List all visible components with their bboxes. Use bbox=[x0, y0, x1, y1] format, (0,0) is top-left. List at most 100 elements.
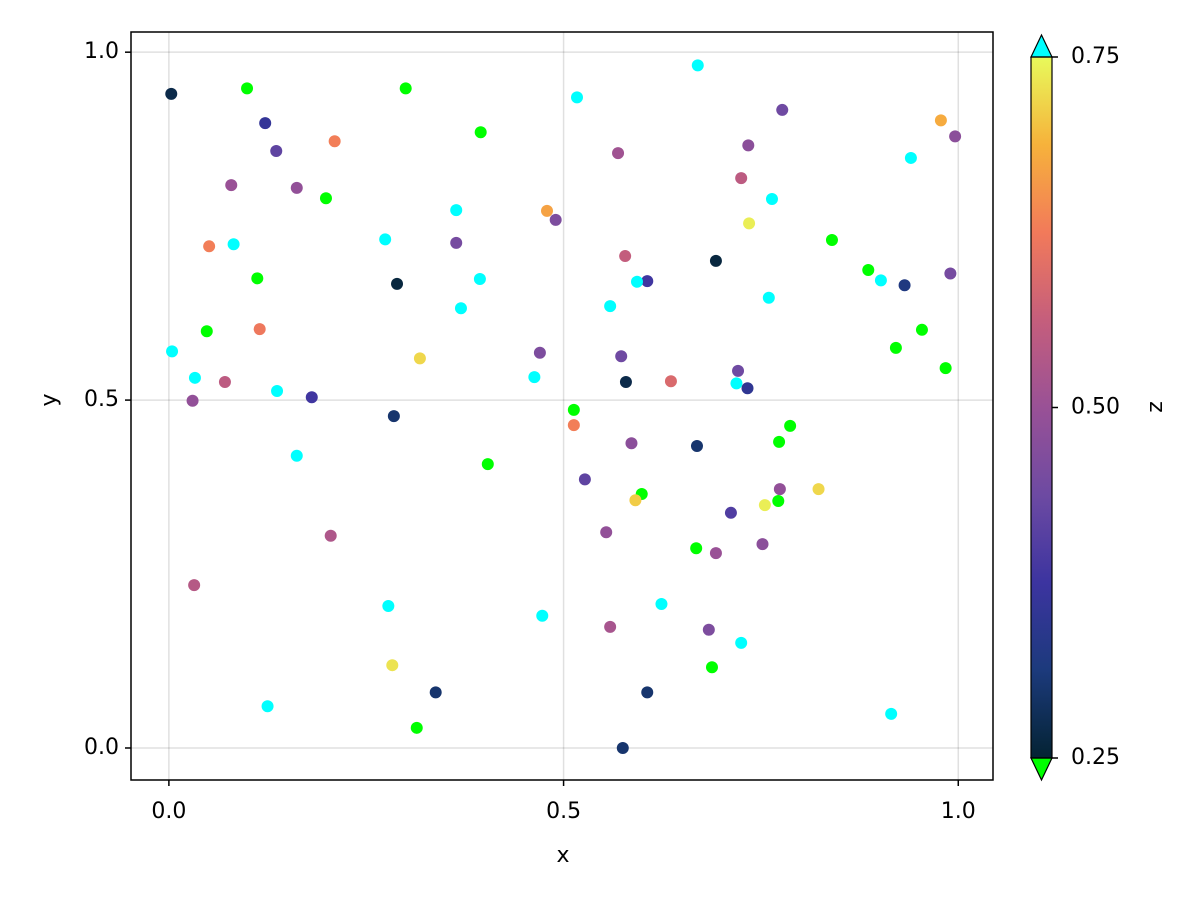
point bbox=[630, 275, 643, 288]
point bbox=[305, 391, 318, 404]
point bbox=[391, 277, 404, 290]
point bbox=[939, 362, 952, 375]
colorbar-label: z bbox=[1143, 401, 1168, 413]
point bbox=[290, 449, 303, 462]
point bbox=[885, 707, 898, 720]
colorbar-tick-label: 0.75 bbox=[1071, 44, 1120, 69]
point bbox=[629, 494, 642, 507]
x-tick-label: 0.0 bbox=[151, 799, 186, 824]
point bbox=[271, 385, 284, 398]
point bbox=[724, 506, 737, 519]
point bbox=[290, 181, 303, 194]
point bbox=[570, 91, 583, 104]
point bbox=[730, 377, 743, 390]
point bbox=[690, 542, 703, 555]
point bbox=[664, 375, 677, 388]
point bbox=[619, 250, 632, 263]
point bbox=[762, 291, 775, 304]
colorbar-tick-label: 0.25 bbox=[1071, 745, 1120, 770]
point bbox=[387, 410, 400, 423]
point bbox=[944, 267, 957, 280]
point bbox=[934, 114, 947, 127]
point bbox=[949, 130, 962, 143]
point bbox=[166, 345, 179, 358]
point bbox=[742, 139, 755, 152]
point bbox=[382, 600, 395, 613]
point bbox=[735, 172, 748, 185]
point bbox=[898, 279, 911, 292]
point bbox=[227, 238, 240, 251]
point bbox=[615, 350, 628, 363]
point bbox=[379, 233, 392, 246]
point bbox=[773, 483, 786, 496]
point bbox=[454, 302, 467, 315]
point bbox=[251, 272, 264, 285]
x-axis-label: x bbox=[556, 843, 569, 868]
point bbox=[253, 323, 266, 336]
point bbox=[270, 144, 283, 157]
point bbox=[188, 371, 201, 384]
point bbox=[812, 483, 825, 496]
point bbox=[450, 204, 463, 217]
point bbox=[604, 620, 617, 633]
point bbox=[188, 579, 201, 592]
point bbox=[758, 499, 771, 512]
grid bbox=[131, 32, 993, 780]
plot-frame bbox=[130, 31, 994, 781]
point bbox=[874, 274, 887, 287]
point bbox=[741, 382, 754, 395]
point bbox=[549, 213, 562, 226]
point bbox=[410, 721, 423, 734]
point bbox=[641, 275, 654, 288]
point bbox=[690, 440, 703, 453]
point bbox=[691, 59, 704, 72]
point bbox=[773, 435, 786, 448]
point bbox=[481, 458, 494, 471]
point bbox=[450, 236, 463, 249]
point bbox=[904, 151, 917, 164]
point bbox=[536, 609, 549, 622]
point bbox=[200, 325, 213, 338]
point bbox=[600, 526, 613, 539]
point bbox=[165, 87, 178, 100]
point bbox=[732, 364, 745, 377]
point bbox=[474, 126, 487, 139]
point bbox=[616, 741, 629, 754]
point bbox=[218, 375, 231, 388]
point bbox=[225, 179, 238, 192]
point bbox=[625, 437, 638, 450]
point bbox=[619, 375, 632, 388]
point bbox=[772, 494, 785, 507]
point bbox=[889, 341, 902, 354]
point bbox=[825, 234, 838, 247]
point bbox=[541, 204, 554, 217]
point bbox=[709, 547, 722, 560]
point bbox=[743, 217, 756, 230]
point bbox=[261, 700, 274, 713]
point bbox=[702, 623, 715, 636]
y-tick-label: 0.0 bbox=[84, 735, 119, 760]
point bbox=[567, 403, 580, 416]
point bbox=[862, 263, 875, 276]
point bbox=[259, 117, 272, 130]
point bbox=[705, 661, 718, 674]
point bbox=[203, 240, 216, 253]
point bbox=[241, 82, 254, 95]
point bbox=[655, 597, 668, 610]
point bbox=[328, 135, 341, 148]
point bbox=[186, 394, 199, 407]
point bbox=[324, 529, 337, 542]
point bbox=[386, 659, 399, 672]
point bbox=[533, 346, 546, 359]
point bbox=[709, 254, 722, 267]
x-tick-label: 0.5 bbox=[546, 799, 581, 824]
point bbox=[641, 686, 654, 699]
y-tick-label: 1.0 bbox=[84, 39, 119, 64]
point bbox=[399, 82, 412, 95]
point bbox=[567, 419, 580, 432]
point bbox=[756, 538, 769, 551]
point bbox=[429, 686, 442, 699]
point bbox=[612, 147, 625, 160]
